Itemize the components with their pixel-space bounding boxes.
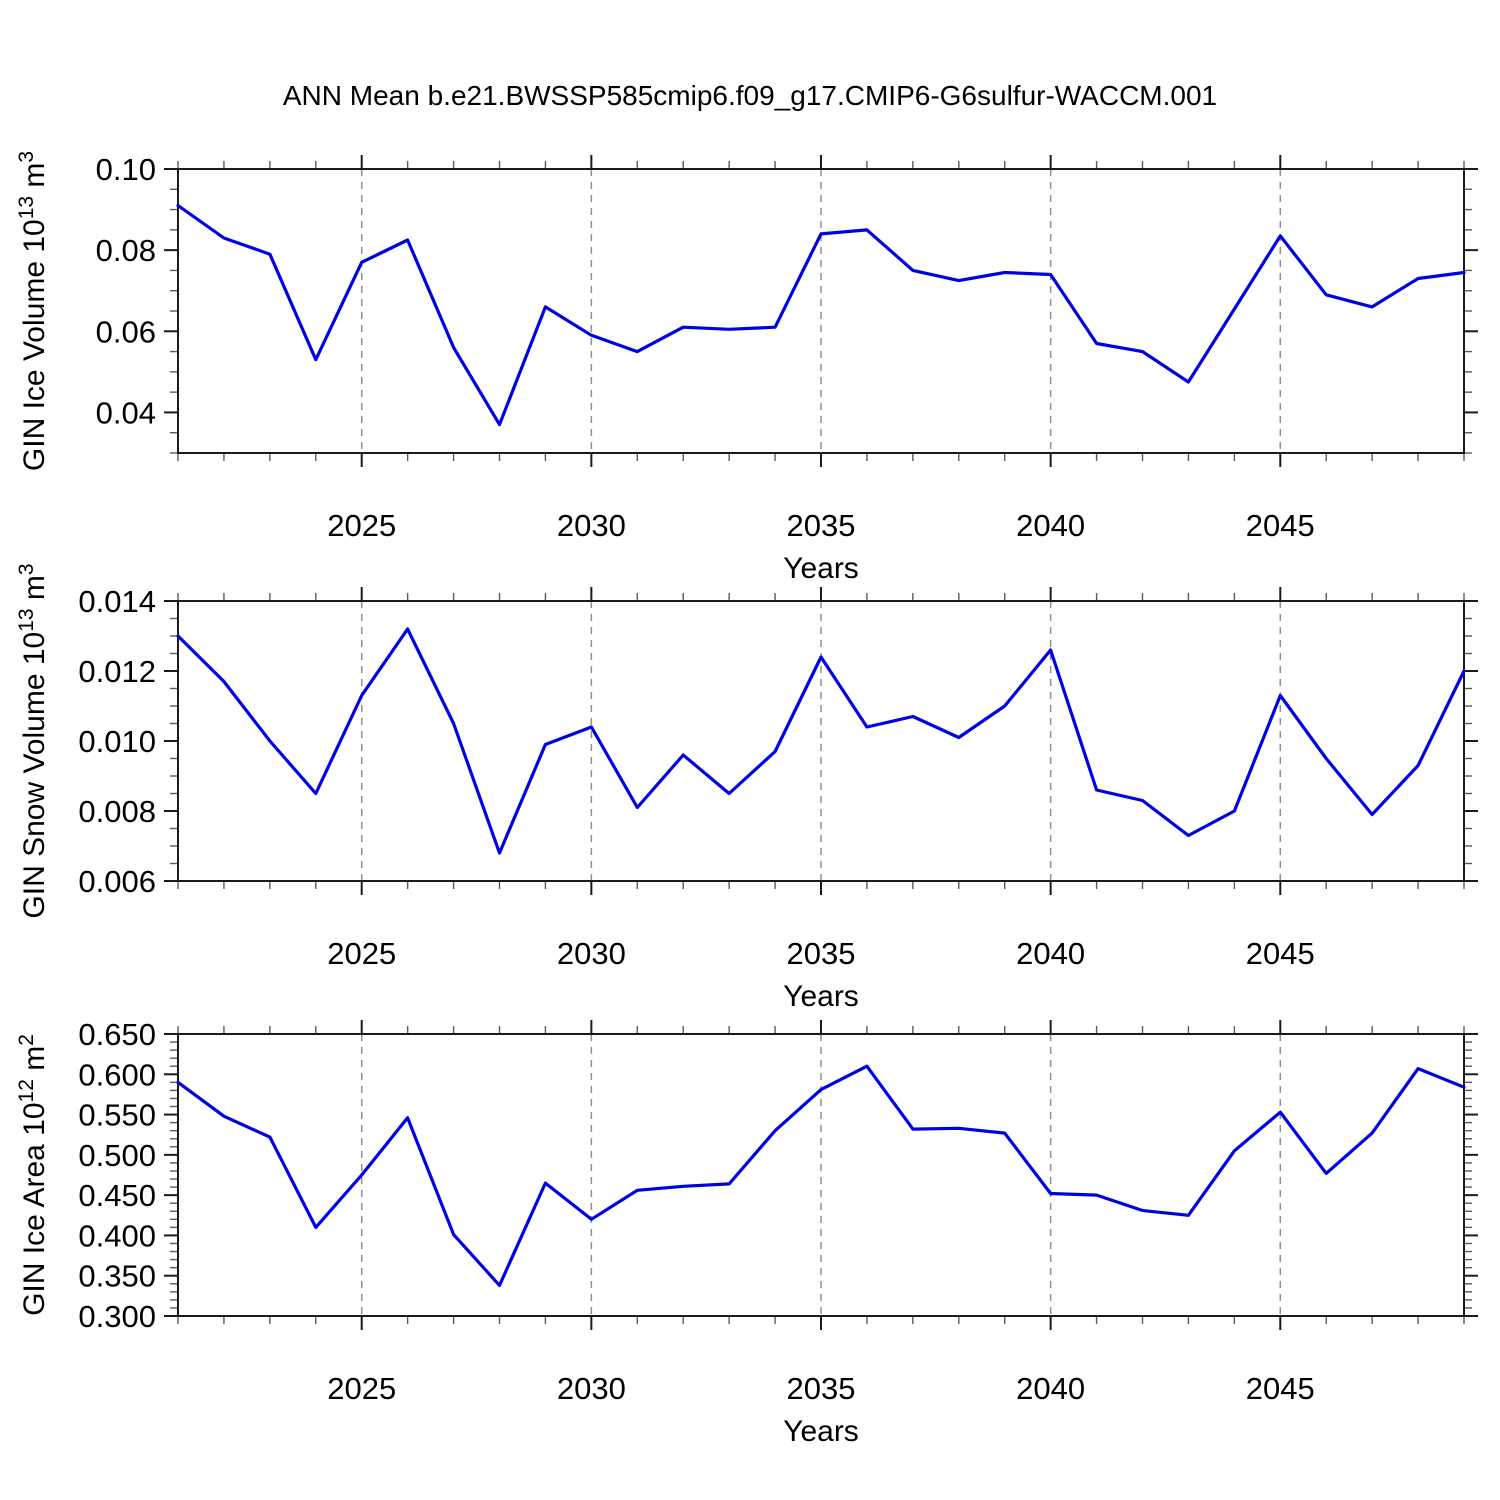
y-tick-label: 0.04 — [96, 395, 156, 430]
x-tick-label: 2040 — [1016, 508, 1085, 543]
plot-frame — [177, 600, 1465, 882]
x-tick-label: 2030 — [557, 936, 626, 971]
x-axis-ticks — [177, 587, 1465, 895]
y-tick-label: 0.10 — [96, 152, 156, 187]
chart-title: ANN Mean b.e21.BWSSP585cmip6.f09_g17.CMI… — [282, 80, 1218, 111]
x-gridlines — [360, 601, 1282, 881]
x-tick-label: 2025 — [327, 1371, 396, 1406]
y-axis-ticks — [164, 168, 1478, 454]
x-tick-label: 2040 — [1016, 936, 1085, 971]
x-gridlines — [360, 1034, 1282, 1316]
x-tick-label: 2025 — [327, 936, 396, 971]
y-tick-label: 0.012 — [78, 654, 156, 689]
plot-frame — [177, 168, 1465, 454]
y-tick-label: 0.400 — [78, 1218, 156, 1253]
x-axis-title: Years — [783, 980, 859, 1013]
data-line — [176, 627, 1466, 855]
x-tick-label: 2035 — [787, 936, 856, 971]
panel-gin-ice-volume: 0.04 0.06 0.08 0.10 2025 2030 2035 2040 2045 Year… — [15, 151, 1478, 585]
y-tick-label: 0.08 — [96, 233, 156, 268]
x-tick-label: 2045 — [1246, 1371, 1315, 1406]
x-axis-ticks — [177, 1020, 1465, 1330]
y-axis-ticks — [164, 600, 1478, 882]
y-tick-label: 0.450 — [78, 1178, 156, 1213]
y-axis-title: GIN Ice Volume 1013 m3 — [15, 151, 51, 471]
x-tick-label: 2030 — [557, 1371, 626, 1406]
y-tick-label: 0.008 — [78, 794, 156, 829]
x-tick-label: 2045 — [1246, 508, 1315, 543]
y-axis-title: GIN Snow Volume 1013 m3 — [15, 563, 51, 918]
x-tick-label: 2035 — [787, 508, 856, 543]
x-tick-label: 2025 — [327, 508, 396, 543]
y-tick-label: 0.06 — [96, 314, 156, 349]
y-tick-label: 0.650 — [78, 1017, 156, 1052]
panel-gin-snow-volume: 0.006 0.008 0.010 0.012 0.014 2025 2030 2035 204… — [15, 563, 1478, 1013]
x-gridlines — [360, 169, 1282, 453]
y-tick-label: 0.550 — [78, 1098, 156, 1133]
plot-frame — [177, 1033, 1465, 1317]
y-tick-label: 0.014 — [78, 584, 156, 619]
x-tick-label: 2030 — [557, 508, 626, 543]
x-axis-ticks — [177, 155, 1465, 467]
data-line — [176, 203, 1466, 427]
x-tick-label: 2040 — [1016, 1371, 1085, 1406]
x-tick-label: 2045 — [1246, 936, 1315, 971]
x-axis-title: Years — [783, 552, 859, 585]
y-axis-title: GIN Ice Area 1012 m2 — [15, 1034, 51, 1316]
y-tick-label: 0.600 — [78, 1057, 156, 1092]
y-tick-label: 0.500 — [78, 1138, 156, 1173]
data-line — [176, 1064, 1466, 1288]
y-tick-label: 0.300 — [78, 1299, 156, 1334]
y-tick-label: 0.006 — [78, 864, 156, 899]
panel-gin-ice-area: 0.300 0.350 0.400 0.450 0.500 0.550 0.600 0.650… — [15, 1017, 1478, 1448]
x-axis-title: Years — [783, 1415, 859, 1448]
y-axis-ticks — [164, 1033, 1478, 1317]
x-tick-label: 2035 — [787, 1371, 856, 1406]
y-tick-label: 0.350 — [78, 1259, 156, 1294]
y-tick-label: 0.010 — [78, 724, 156, 759]
